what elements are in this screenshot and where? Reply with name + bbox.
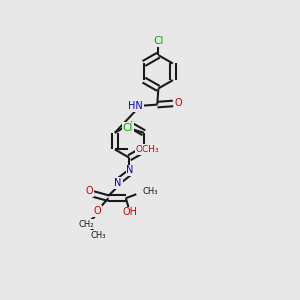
Text: CH₃: CH₃: [142, 187, 158, 196]
Text: OCH₃: OCH₃: [136, 145, 159, 154]
Text: N: N: [126, 165, 134, 176]
Text: HN: HN: [128, 101, 143, 111]
Text: OH: OH: [122, 208, 137, 218]
Text: CH₂: CH₂: [79, 220, 94, 229]
Text: O: O: [174, 98, 182, 109]
Text: O: O: [85, 186, 93, 196]
Text: CH₃: CH₃: [91, 231, 106, 240]
Text: O: O: [94, 206, 101, 216]
Text: Cl: Cl: [122, 123, 133, 133]
Text: N: N: [115, 178, 122, 188]
Text: Cl: Cl: [153, 36, 164, 46]
